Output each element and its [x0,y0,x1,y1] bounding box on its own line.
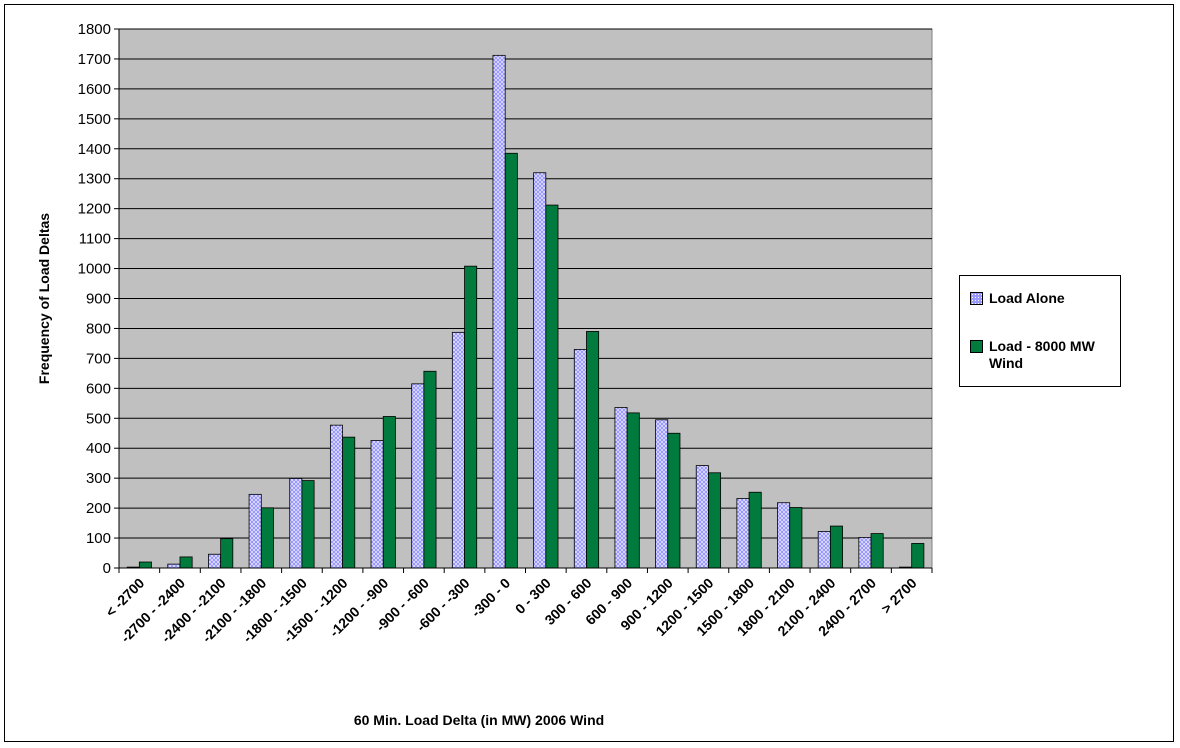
y-tick-label: 800 [86,320,111,337]
bars [126,54,925,569]
y-tick-label: 1100 [79,231,111,248]
bar-load-alone [208,553,222,569]
bar-load-8000-mw-wind [708,472,722,569]
bar-load-alone [533,172,547,569]
bar-load-alone [411,383,425,569]
y-tick-label: 900 [86,291,111,308]
y-axis-label: Frequency of Load Deltas [36,213,52,384]
y-tick-label: 400 [86,440,111,457]
legend-swatch-load-alone [970,292,983,305]
legend: Load Alone Load - 8000 MW Wind [959,275,1121,387]
bar-load-8000-mw-wind [626,412,640,569]
bar-load-8000-mw-wind [138,561,152,569]
legend-item-load-8000-mw-wind: Load - 8000 MW Wind [970,338,1119,372]
y-tick-label: 1500 [78,111,111,128]
bar-load-8000-mw-wind [667,432,681,569]
x-axis-label: 60 Min. Load Delta (in MW) 2006 Wind [354,712,604,728]
bar-load-8000-mw-wind [342,436,356,569]
y-tick-label: 1200 [78,201,111,218]
y-tick-label: 500 [86,410,111,427]
legend-item-load-alone: Load Alone [970,290,1119,307]
bar-load-alone [370,440,384,569]
bar-load-alone [858,537,872,569]
bar-load-8000-mw-wind [504,152,518,569]
x-tick-labels: < -2700-2700 - -2400-2400 - -2100-2100 -… [102,575,920,646]
bar-load-8000-mw-wind [586,331,600,569]
bar-load-8000-mw-wind [220,538,234,569]
x-tick-label: > 2700 [878,575,920,617]
bar-chart: 0 100 200 300 400 500 600 700 800 900 1000 1100 1200… [36,21,933,728]
y-tick-label: 0 [103,560,111,577]
y-tick-label: 1700 [78,51,111,68]
y-tick-label: 100 [86,530,111,547]
y-tick-label: 1000 [78,261,111,278]
bar-load-alone [451,331,465,569]
y-tick-label: 1300 [78,171,111,188]
bar-load-8000-mw-wind [179,556,193,569]
bar-load-8000-mw-wind [789,507,803,569]
bar-load-alone [248,493,262,569]
bar-load-alone [492,54,506,569]
y-tick-label: 1400 [78,141,111,158]
bar-load-alone [695,465,709,569]
y-tick-label: 300 [86,470,111,487]
bar-load-alone [573,349,587,569]
axes [114,28,933,573]
chart-frame: 0 100 200 300 400 500 600 700 800 900 1000 1100 1200… [4,4,1174,742]
y-tick-labels: 0 100 200 300 400 500 600 700 800 900 1000 1100 1200… [78,21,111,577]
bar-load-alone [329,424,343,569]
bar-load-8000-mw-wind [829,525,843,569]
y-tick-label: 1800 [78,21,111,38]
bar-load-alone [289,478,303,569]
x-tick-label: -300 - 0 [468,575,514,621]
bar-load-alone [655,419,669,569]
bar-load-8000-mw-wind [748,491,762,569]
bar-load-8000-mw-wind [911,543,925,569]
legend-label: Load Alone [989,290,1065,306]
bar-load-alone [817,531,831,569]
bar-load-alone [736,498,750,569]
bar-load-8000-mw-wind [301,480,315,569]
y-tick-label: 700 [86,350,111,367]
bar-load-8000-mw-wind [464,265,478,569]
bar-load-8000-mw-wind [260,507,274,569]
y-tick-label: 200 [86,500,111,517]
legend-swatch-load-8000-mw-wind [970,340,983,353]
y-tick-label: 1600 [78,81,111,98]
bar-load-8000-mw-wind [870,533,884,569]
bar-load-8000-mw-wind [423,370,437,569]
bar-load-alone [777,502,791,569]
bar-load-8000-mw-wind [545,204,559,569]
bar-load-alone [167,563,181,569]
bar-load-8000-mw-wind [382,416,396,569]
legend-label: Load - 8000 MW Wind [989,338,1095,371]
bar-load-alone [614,407,628,569]
y-tick-label: 600 [86,380,111,397]
